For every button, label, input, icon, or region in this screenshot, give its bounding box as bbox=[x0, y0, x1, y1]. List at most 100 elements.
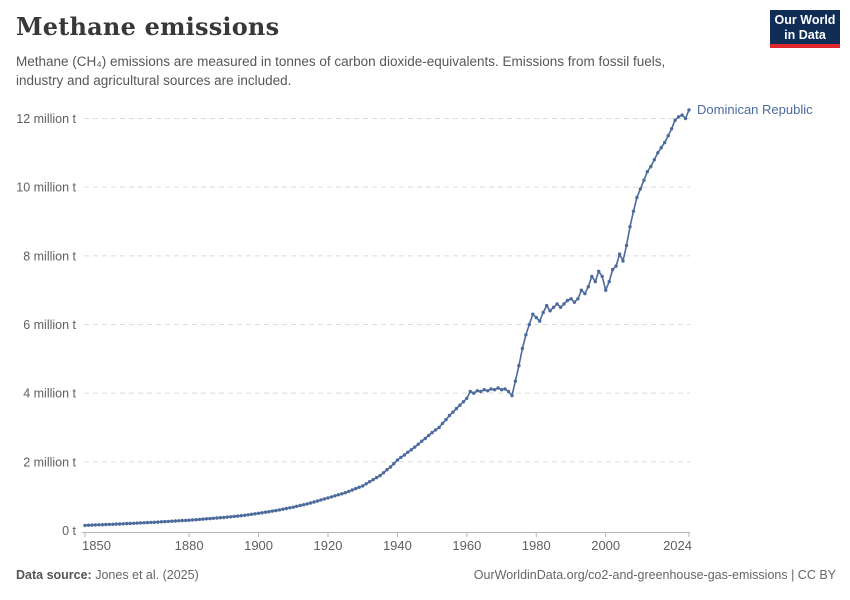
data-point[interactable] bbox=[197, 517, 202, 522]
data-point[interactable] bbox=[395, 458, 400, 462]
data-point[interactable] bbox=[336, 493, 341, 497]
data-point[interactable] bbox=[402, 453, 407, 457]
data-point[interactable] bbox=[260, 511, 264, 515]
data-point[interactable] bbox=[222, 515, 226, 520]
data-point[interactable] bbox=[378, 473, 382, 478]
data-point[interactable] bbox=[524, 333, 528, 337]
data-point[interactable] bbox=[645, 170, 649, 174]
data-point[interactable] bbox=[249, 512, 254, 516]
data-point[interactable] bbox=[545, 303, 549, 308]
data-point[interactable] bbox=[180, 518, 184, 523]
data-point[interactable] bbox=[322, 497, 327, 501]
data-point[interactable] bbox=[270, 509, 275, 513]
data-point[interactable] bbox=[239, 514, 243, 518]
data-point[interactable] bbox=[461, 400, 466, 404]
data-point[interactable] bbox=[572, 300, 577, 304]
data-point[interactable] bbox=[607, 279, 611, 284]
data-point[interactable] bbox=[680, 113, 684, 117]
data-point[interactable] bbox=[295, 504, 299, 508]
data-point[interactable] bbox=[600, 274, 604, 279]
data-point[interactable] bbox=[125, 521, 129, 526]
data-point[interactable] bbox=[367, 480, 372, 484]
data-point[interactable] bbox=[184, 518, 188, 523]
data-point[interactable] bbox=[527, 322, 531, 327]
data-point[interactable] bbox=[503, 387, 507, 391]
data-point[interactable] bbox=[308, 501, 313, 505]
data-point[interactable] bbox=[676, 115, 681, 119]
data-point[interactable] bbox=[551, 305, 556, 309]
data-point[interactable] bbox=[628, 225, 632, 229]
data-point[interactable] bbox=[159, 520, 164, 524]
data-point[interactable] bbox=[256, 511, 261, 515]
data-point[interactable] bbox=[468, 389, 472, 394]
data-point[interactable] bbox=[319, 498, 323, 502]
data-point[interactable] bbox=[364, 482, 368, 486]
data-point[interactable] bbox=[86, 523, 91, 527]
data-point[interactable] bbox=[406, 450, 410, 454]
data-point[interactable] bbox=[225, 515, 229, 519]
data-point[interactable] bbox=[166, 519, 170, 524]
data-point[interactable] bbox=[128, 521, 132, 526]
data-point[interactable] bbox=[232, 514, 236, 519]
data-point[interactable] bbox=[558, 305, 563, 309]
data-point[interactable] bbox=[340, 492, 344, 496]
data-point[interactable] bbox=[236, 514, 240, 518]
data-point[interactable] bbox=[121, 522, 125, 526]
data-point[interactable] bbox=[562, 302, 566, 306]
data-point[interactable] bbox=[281, 507, 285, 511]
data-point[interactable] bbox=[329, 495, 334, 499]
data-point[interactable] bbox=[361, 484, 365, 488]
data-point[interactable] bbox=[371, 478, 375, 482]
data-point[interactable] bbox=[354, 486, 358, 491]
data-point[interactable] bbox=[420, 439, 424, 443]
data-point[interactable] bbox=[347, 489, 351, 494]
data-point[interactable] bbox=[194, 518, 198, 522]
data-point[interactable] bbox=[97, 523, 101, 527]
data-point[interactable] bbox=[374, 475, 379, 480]
data-point[interactable] bbox=[465, 396, 469, 400]
data-point[interactable] bbox=[413, 445, 417, 449]
data-point[interactable] bbox=[274, 508, 278, 513]
data-point[interactable] bbox=[253, 512, 257, 516]
data-point[interactable] bbox=[350, 488, 354, 492]
data-point[interactable] bbox=[100, 523, 105, 527]
data-point[interactable] bbox=[392, 461, 396, 466]
emissions-line[interactable] bbox=[84, 109, 690, 527]
data-point[interactable] bbox=[659, 146, 663, 150]
data-point[interactable] bbox=[538, 319, 542, 323]
data-point[interactable] bbox=[298, 503, 302, 508]
data-point[interactable] bbox=[444, 417, 448, 422]
data-point[interactable] bbox=[229, 515, 233, 519]
data-point[interactable] bbox=[649, 164, 653, 169]
data-point[interactable] bbox=[579, 288, 584, 292]
data-point[interactable] bbox=[489, 387, 493, 391]
data-point[interactable] bbox=[201, 517, 205, 521]
data-point[interactable] bbox=[531, 312, 535, 316]
data-point[interactable] bbox=[610, 267, 615, 272]
data-point[interactable] bbox=[312, 500, 316, 504]
data-point[interactable] bbox=[642, 178, 646, 182]
data-point[interactable] bbox=[145, 520, 150, 525]
data-point[interactable] bbox=[163, 519, 167, 524]
data-point[interactable] bbox=[152, 520, 157, 524]
data-point[interactable] bbox=[482, 388, 486, 392]
data-point[interactable] bbox=[687, 108, 691, 112]
data-point[interactable] bbox=[517, 364, 521, 368]
data-point[interactable] bbox=[614, 264, 618, 268]
data-point[interactable] bbox=[277, 508, 282, 512]
entity-label[interactable]: Dominican Republic bbox=[697, 102, 813, 117]
data-point[interactable] bbox=[555, 302, 559, 306]
data-point[interactable] bbox=[427, 433, 431, 438]
data-point[interactable] bbox=[93, 523, 98, 527]
data-point[interactable] bbox=[177, 519, 181, 523]
data-point[interactable] bbox=[617, 252, 622, 256]
data-point[interactable] bbox=[440, 421, 445, 426]
data-point[interactable] bbox=[437, 425, 441, 430]
data-point[interactable] bbox=[416, 442, 420, 446]
data-point[interactable] bbox=[305, 502, 309, 506]
data-point[interactable] bbox=[590, 274, 594, 279]
data-point[interactable] bbox=[333, 494, 337, 498]
data-point[interactable] bbox=[208, 516, 212, 521]
data-point[interactable] bbox=[520, 346, 525, 351]
